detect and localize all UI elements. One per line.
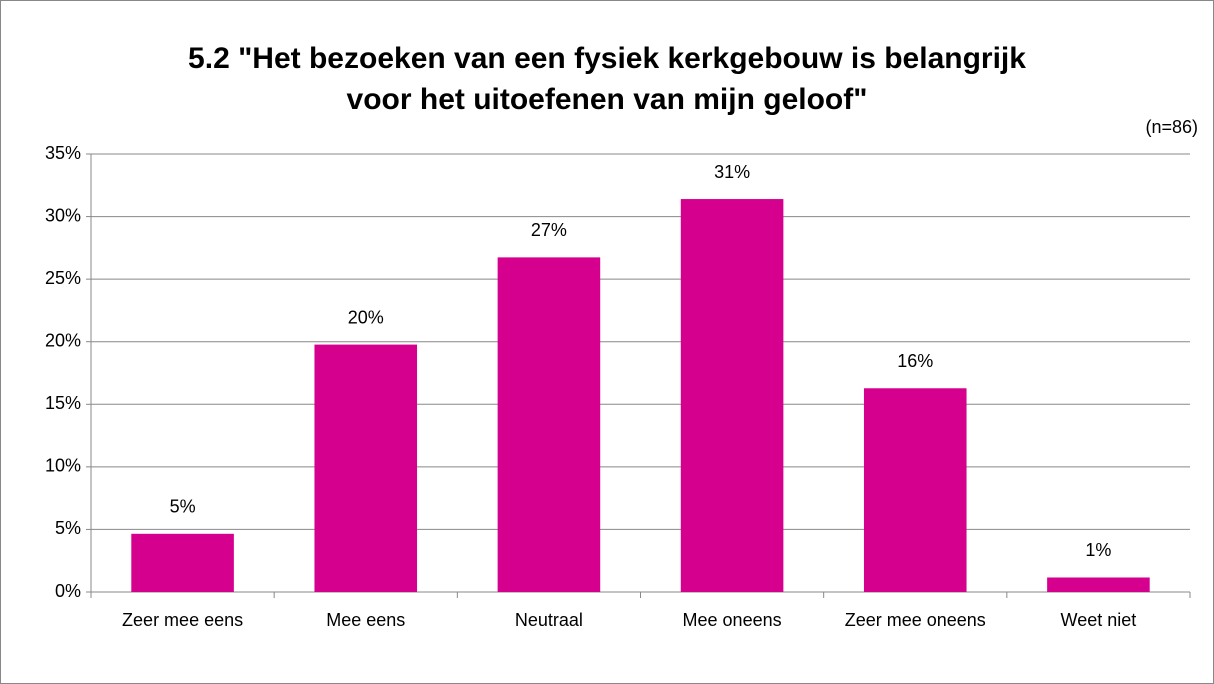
bar xyxy=(314,344,418,592)
x-tick-label: Weet niet xyxy=(1060,610,1137,630)
y-tick-label: 20% xyxy=(45,330,81,350)
bar xyxy=(497,257,601,592)
y-tick-label: 30% xyxy=(45,205,81,225)
chart-title: voor het uitoefenen van mijn geloof" xyxy=(347,83,868,116)
y-tick-label: 35% xyxy=(45,143,81,163)
x-tick-label: Zeer mee eens xyxy=(122,610,244,630)
y-tick-label: 5% xyxy=(55,518,81,538)
data-label: 20% xyxy=(348,307,384,327)
x-tick-label: Neutraal xyxy=(514,610,583,630)
x-tick-label: Zeer mee oneens xyxy=(844,610,986,630)
bar xyxy=(1047,577,1150,592)
chart-title: 5.2 "Het bezoeken van een fysiek kerkgeb… xyxy=(188,42,1026,75)
data-label: 5% xyxy=(170,497,196,517)
data-label: 27% xyxy=(531,220,567,240)
y-tick-label: 0% xyxy=(55,581,81,601)
y-tick-label: 15% xyxy=(45,393,81,413)
x-tick-label: Mee eens xyxy=(326,610,406,630)
y-tick-label: 25% xyxy=(45,268,81,288)
bar xyxy=(680,199,784,592)
bar xyxy=(863,388,967,592)
data-label: 16% xyxy=(897,351,933,371)
data-label: 1% xyxy=(1085,540,1111,560)
x-tick-label: Mee oneens xyxy=(682,610,782,630)
data-label: 31% xyxy=(714,162,750,182)
annotation: (n=86) xyxy=(1145,117,1198,137)
bar xyxy=(131,533,234,592)
y-tick-label: 10% xyxy=(45,456,81,476)
